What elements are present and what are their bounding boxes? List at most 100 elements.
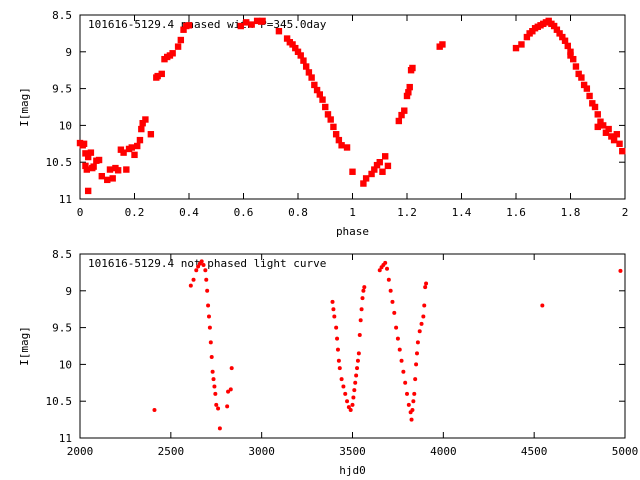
data-point xyxy=(523,33,531,41)
data-point xyxy=(208,340,213,345)
data-point xyxy=(305,69,313,76)
x-tick-label: 2 xyxy=(622,206,629,219)
x-tick-label: 1.8 xyxy=(561,206,581,219)
data-point xyxy=(575,70,582,78)
x-tick-label: 4500 xyxy=(521,445,548,458)
y-tick-label: 10 xyxy=(59,119,72,132)
data-point xyxy=(406,402,411,407)
data-point xyxy=(206,314,211,319)
data-point xyxy=(134,142,141,150)
x-tick-label: 1.6 xyxy=(506,206,526,219)
data-point xyxy=(199,259,204,264)
data-point xyxy=(412,391,417,396)
data-point xyxy=(319,96,326,103)
data-point xyxy=(332,131,340,138)
data-point xyxy=(294,48,302,55)
data-point xyxy=(570,55,577,63)
data-point xyxy=(395,336,400,341)
data-point xyxy=(403,380,408,385)
data-point xyxy=(87,149,95,156)
data-point xyxy=(610,136,618,144)
data-point xyxy=(605,125,612,133)
data-point xyxy=(131,151,138,159)
data-point xyxy=(335,336,340,341)
data-point xyxy=(390,299,395,304)
data-point xyxy=(397,347,402,352)
chart-title: 101616-5129.4 not phased light curve xyxy=(88,257,326,270)
data-point xyxy=(405,89,412,96)
data-point xyxy=(330,123,337,131)
data-point xyxy=(336,358,341,363)
data-point xyxy=(289,41,296,48)
data-point xyxy=(311,81,318,89)
data-point xyxy=(572,63,580,70)
data-point xyxy=(439,41,446,48)
data-point xyxy=(259,17,266,25)
data-point xyxy=(395,117,403,125)
y-tick-label: 10.5 xyxy=(46,156,73,169)
data-point xyxy=(424,281,429,286)
x-tick-label: 3500 xyxy=(339,445,366,458)
axis-ticks: 0 0.2 0.4 0.6 0.8 1 1.2 1.4 1.6 1.8 2 8.5 9 9.5 10 10.5… xyxy=(46,9,629,219)
data-point xyxy=(409,64,416,72)
data-point xyxy=(308,74,315,81)
data-point xyxy=(361,288,366,293)
data-point xyxy=(341,384,346,389)
data-points xyxy=(152,259,623,431)
x-tick-label: 1 xyxy=(349,206,356,219)
data-point xyxy=(343,144,351,151)
data-point xyxy=(376,159,383,166)
data-point xyxy=(82,162,89,170)
data-point xyxy=(349,168,356,175)
x-tick-label: 1.4 xyxy=(452,206,472,219)
data-point xyxy=(237,22,244,30)
data-point xyxy=(207,325,212,330)
y-tick-label: 10.5 xyxy=(46,395,73,408)
data-point xyxy=(225,404,230,409)
data-point xyxy=(379,168,386,175)
data-point xyxy=(348,408,353,413)
data-point xyxy=(139,119,146,127)
data-point xyxy=(213,391,218,396)
data-point xyxy=(209,355,214,360)
data-point xyxy=(201,263,206,268)
x-tick-label: 2500 xyxy=(158,445,185,458)
x-axis-label: phase xyxy=(336,225,369,238)
data-point xyxy=(275,27,283,35)
data-point xyxy=(158,70,165,78)
data-point xyxy=(228,387,233,392)
data-point xyxy=(618,268,623,273)
data-point xyxy=(136,136,144,144)
data-point xyxy=(415,340,420,345)
data-point xyxy=(205,288,210,293)
data-points xyxy=(76,17,626,195)
data-point xyxy=(422,303,427,308)
data-point xyxy=(214,402,219,407)
y-tick-label: 9.5 xyxy=(52,322,72,335)
data-point xyxy=(556,30,563,37)
data-point xyxy=(212,384,217,389)
data-point xyxy=(243,19,250,26)
data-point xyxy=(138,125,145,133)
y-tick-label: 9 xyxy=(65,46,72,59)
data-point xyxy=(203,268,208,273)
data-point xyxy=(398,111,405,119)
data-point xyxy=(619,147,626,155)
data-point xyxy=(583,85,591,92)
data-point xyxy=(355,358,360,363)
data-point xyxy=(98,172,105,180)
data-point xyxy=(553,26,561,33)
data-point xyxy=(403,92,411,100)
data-point xyxy=(358,318,363,323)
data-point xyxy=(128,144,135,151)
data-point xyxy=(335,136,343,144)
data-point xyxy=(338,142,345,149)
data-point xyxy=(608,133,615,140)
data-point xyxy=(406,83,413,91)
data-point xyxy=(597,118,604,125)
data-point xyxy=(84,153,92,161)
data-point xyxy=(385,266,390,271)
data-point xyxy=(600,122,607,129)
data-point xyxy=(330,299,335,304)
data-point xyxy=(346,405,351,410)
